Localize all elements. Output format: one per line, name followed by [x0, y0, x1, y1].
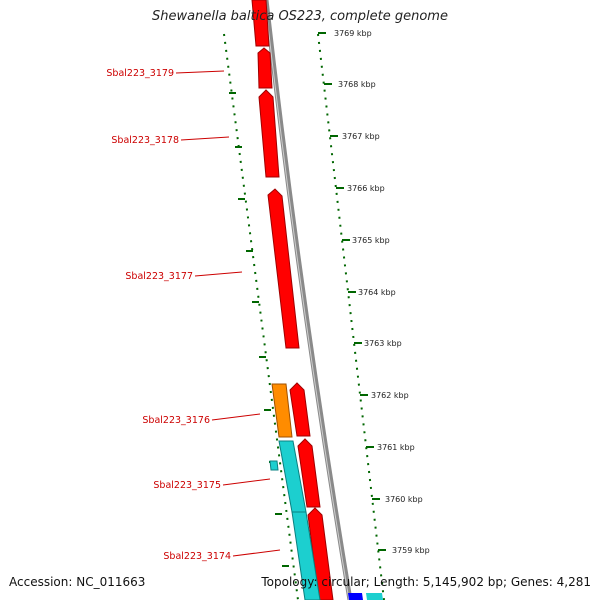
gene-label: Sbal223_3174 — [163, 551, 231, 562]
inner-ticks — [229, 92, 289, 567]
leader-line — [222, 478, 271, 486]
kbp-label: 3769 kbp — [334, 29, 372, 38]
leader-line — [180, 136, 230, 141]
gene-label: Sbal223_3175 — [153, 480, 221, 491]
gene-orange-segment — [271, 383, 293, 438]
gene-blue-segment — [348, 593, 363, 600]
gene-arrow-top — [251, 0, 270, 47]
outer-dotted-line — [317, 33, 385, 600]
kbp-label: 3764 kbp — [358, 288, 396, 297]
genome-summary-text: Topology: circular; Length: 5,145,902 bp… — [261, 575, 591, 589]
kbp-label: 3766 kbp — [347, 184, 385, 193]
gene-features — [251, 0, 383, 600]
kbp-label: 3763 kbp — [364, 339, 402, 348]
gene-label: Sbal223_3177 — [125, 271, 193, 282]
outer-scale — [317, 33, 385, 600]
kbp-label: 3765 kbp — [352, 236, 390, 245]
gene-cyan-segment-2 — [291, 511, 321, 600]
gene-arrow-sbal223-3179 — [257, 47, 273, 89]
gene-cyan-segment-bottom — [366, 593, 383, 600]
kbp-label: 3761 kbp — [377, 443, 415, 452]
kbp-label: 3759 kbp — [392, 546, 430, 555]
leader-line — [211, 413, 261, 421]
leader-line — [175, 70, 225, 74]
leader-line — [194, 271, 243, 277]
genome-backbone — [263, 0, 353, 600]
gene-arrow-sbal223-3177 — [267, 188, 300, 349]
kbp-label: 3760 kbp — [385, 495, 423, 504]
gene-label: Sbal223_3178 — [111, 135, 179, 146]
kbp-label: 3767 kbp — [342, 132, 380, 141]
kbp-labels: 3769 kbp 3768 kbp 3767 kbp 3766 kbp 3765… — [334, 29, 430, 555]
gene-cyan-marker — [269, 460, 279, 471]
gene-labels: Sbal223_3179 Sbal223_3178 Sbal223_3177 S… — [106, 68, 231, 562]
label-leaders — [175, 70, 281, 557]
outer-ticks — [318, 32, 386, 551]
gene-red-forward-2 — [297, 438, 321, 508]
gene-label: Sbal223_3179 — [106, 68, 174, 79]
map-title: Shewanella baltica OS223, complete genom… — [152, 9, 448, 24]
kbp-label: 3762 kbp — [371, 391, 409, 400]
gene-red-forward-1 — [289, 382, 311, 437]
leader-line — [232, 549, 281, 557]
genome-backbone-highlight — [264, 0, 350, 600]
kbp-label: 3768 kbp — [338, 80, 376, 89]
accession-text: Accession: NC_011663 — [9, 575, 146, 589]
gene-arrow-sbal223-3178 — [258, 89, 280, 178]
gene-label: Sbal223_3176 — [142, 415, 210, 426]
